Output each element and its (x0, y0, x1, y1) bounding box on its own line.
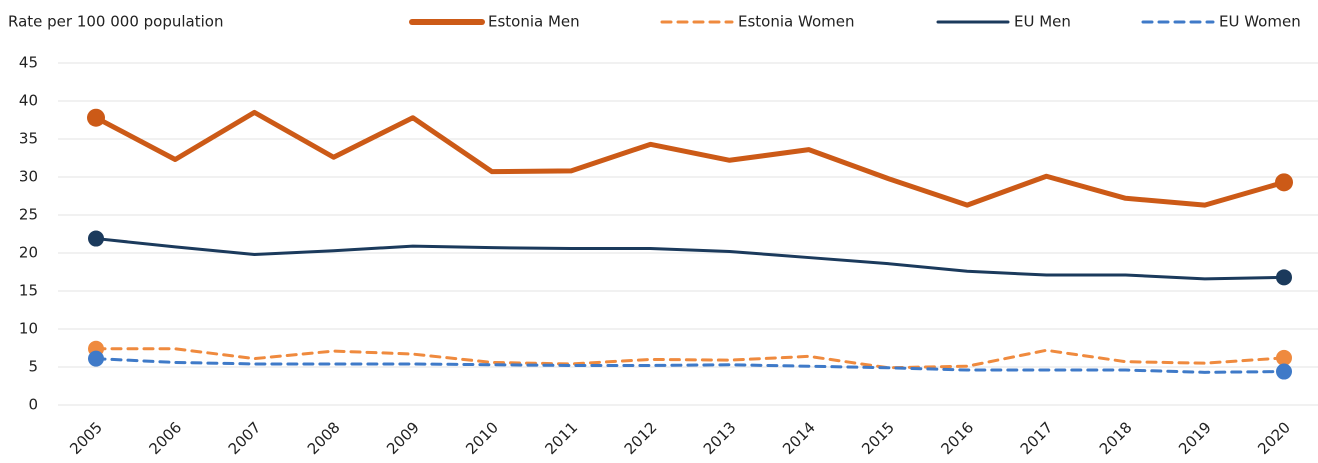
y-tick-label: 30 (19, 168, 38, 186)
x-tick-label: 2020 (1254, 418, 1294, 458)
series-line (93, 109, 1287, 208)
y-axis-label: Rate per 100 000 population (8, 13, 223, 31)
x-tick-label: 2012 (621, 418, 661, 458)
end-marker (88, 230, 104, 247)
x-tick-label: 2015 (858, 418, 898, 458)
series-line (94, 357, 1286, 374)
x-tick-label: 2006 (145, 418, 185, 458)
series-line (94, 347, 1286, 370)
x-tick-label: 2019 (1175, 418, 1215, 458)
y-tick-label: 40 (19, 92, 38, 110)
end-marker (87, 108, 105, 127)
legend-label: Estonia Men (488, 13, 580, 31)
y-tick-label: 10 (19, 320, 38, 338)
x-tick-label: 2013 (700, 418, 740, 458)
x-tick-label: 2007 (225, 418, 265, 458)
x-tick-label: 2016 (937, 418, 977, 458)
x-tick-label: 2008 (304, 418, 344, 458)
y-tick-label: 5 (28, 358, 38, 376)
y-tick-label: 45 (19, 54, 38, 72)
x-tick-label: 2017 (1017, 418, 1057, 458)
end-marker (88, 350, 104, 367)
x-tick-label: 2005 (66, 418, 106, 458)
y-tick-label: 20 (19, 244, 38, 262)
legend-label: EU Men (1014, 13, 1071, 31)
x-tick-label: 2011 (541, 418, 581, 458)
end-marker (1275, 173, 1293, 192)
x-tick-label: 2009 (383, 418, 423, 458)
end-marker (1276, 363, 1292, 380)
y-tick-label: 15 (19, 282, 38, 300)
end-marker (1276, 349, 1292, 366)
x-tick-label: 2014 (779, 418, 819, 458)
y-tick-label: 25 (19, 206, 38, 224)
x-tick-label: 2010 (462, 418, 502, 458)
legend-label: Estonia Women (738, 13, 854, 31)
x-tick-label: 2018 (1096, 418, 1136, 458)
end-marker (1276, 269, 1292, 286)
y-tick-label: 0 (28, 396, 38, 414)
legend-label: EU Women (1219, 13, 1301, 31)
y-tick-label: 35 (19, 130, 38, 148)
series-line (94, 237, 1286, 281)
